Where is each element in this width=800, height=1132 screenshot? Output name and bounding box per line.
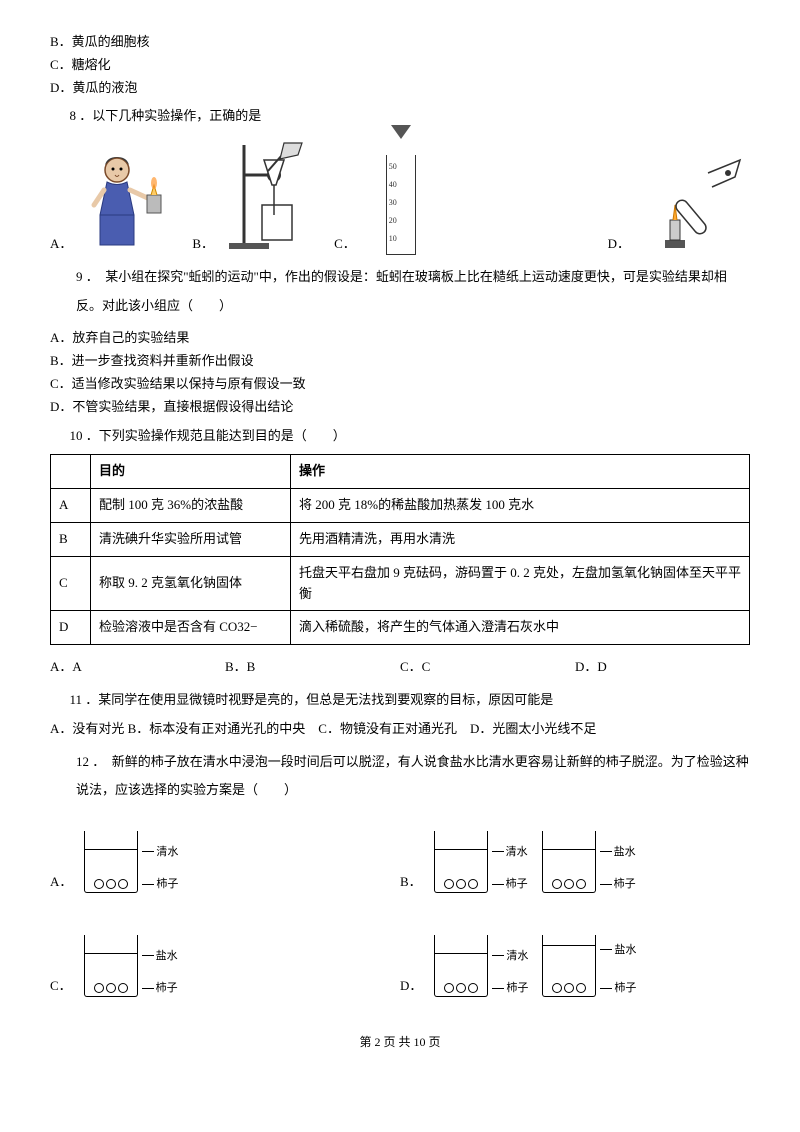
q10-choice-a: A．A (50, 657, 225, 678)
th-purpose: 目的 (91, 455, 291, 489)
q8-stem: 8 ．以下几种实验操作，正确的是 (70, 106, 751, 127)
q12-label-b: B． (400, 872, 422, 893)
label-qingshui: 清水 (506, 949, 528, 963)
tick-40: 40 (389, 179, 397, 192)
th-op: 操作 (291, 455, 750, 489)
label-shizi: 柿子 (614, 877, 636, 891)
cell-key: A (51, 489, 91, 523)
q9-opt-c: C．适当修改实验结果以保持与原有假设一致 (50, 374, 750, 395)
table-row: A 配制 100 克 36%的浓盐酸 将 200 克 18%的稀盐酸加热蒸发 1… (51, 489, 750, 523)
q10-choice-d: D．D (575, 657, 750, 678)
cell-op: 托盘天平右盘加 9 克砝码，游码置于 0. 2 克处，左盘加氢氧化钠固体至天平平… (291, 556, 750, 611)
label-yanshui: 盐水 (614, 845, 636, 859)
q12-label-d: D． (400, 976, 422, 997)
funnel-icon (391, 125, 411, 139)
table-row: C 称取 9. 2 克氢氧化钠固体 托盘天平右盘加 9 克砝码，游码置于 0. … (51, 556, 750, 611)
beaker-icon: 清水 柿子 (430, 823, 492, 893)
q9-opt-d: D．不管实验结果，直接根据假设得出结论 (50, 397, 750, 418)
cell-op: 滴入稀硫酸，将产生的气体通入澄清石灰水中 (291, 611, 750, 645)
table-row: D 检验溶液中是否含有 CO32− 滴入稀硫酸，将产生的气体通入澄清石灰水中 (51, 611, 750, 645)
q8-label-c: C． (334, 234, 356, 255)
q12-label-a: A． (50, 872, 72, 893)
q8-opt-b-slot: B． (192, 234, 214, 255)
tick-10: 10 (389, 233, 397, 246)
th-key (51, 455, 91, 489)
q12-opt-c: C． 盐水 柿子 (50, 927, 400, 997)
beaker-icon: 清水 柿子 (430, 927, 492, 997)
tick-20: 20 (389, 215, 397, 228)
beaker-icon: 盐水 柿子 (538, 927, 600, 997)
q12-opt-a: A． 清水 柿子 (50, 823, 400, 893)
q8-opt-a-slot: A． (50, 234, 72, 255)
cylinder-body: 50 40 30 20 10 (386, 155, 416, 255)
cell-key: C (51, 556, 91, 611)
q10-choice-b: B．B (225, 657, 400, 678)
q12-label-c: C． (50, 976, 72, 997)
q8-opt-c-slot: C． (334, 234, 356, 255)
label-qingshui: 清水 (156, 845, 178, 859)
label-yanshui: 盐水 (614, 943, 636, 957)
tick-30: 30 (389, 197, 397, 210)
beaker-icon: 盐水 柿子 (80, 927, 142, 997)
q8-figure-d (640, 155, 750, 255)
label-shizi: 柿子 (156, 877, 178, 891)
cell-purpose: 称取 9. 2 克氢氧化钠固体 (91, 556, 291, 611)
q11-stem: 11 ．某同学在使用显微镜时视野是亮的，但总是无法找到要观察的目标，原因可能是 (70, 690, 751, 711)
tick-50: 50 (389, 161, 397, 174)
q9-opt-b: B．进一步查找资料并重新作出假设 (50, 351, 750, 372)
cell-key: D (51, 611, 91, 645)
q8-label-a: A． (50, 234, 72, 255)
cell-purpose: 清洗碘升华实验所用试管 (91, 522, 291, 556)
q12-stem: 12 ． 新鲜的柿子放在清水中浸泡一段时间后可以脱涩，有人说食盐水比清水更容易让… (76, 748, 750, 805)
q8-label-b: B． (192, 234, 214, 255)
cell-op: 先用酒精清洗，再用水清洗 (291, 522, 750, 556)
label-shizi: 柿子 (506, 877, 528, 891)
table-header-row: 目的 操作 (51, 455, 750, 489)
page-footer: 第 2 页 共 10 页 (50, 1033, 750, 1052)
q8-figure-a (82, 145, 182, 255)
cell-op: 将 200 克 18%的稀盐酸加热蒸发 100 克水 (291, 489, 750, 523)
q8-figure-b (224, 135, 324, 255)
beaker-icon: 清水 柿子 (80, 823, 142, 893)
q8-opt-d-slot: D． (608, 234, 630, 255)
q10-table: 目的 操作 A 配制 100 克 36%的浓盐酸 将 200 克 18%的稀盐酸… (50, 454, 750, 645)
cell-purpose: 配制 100 克 36%的浓盐酸 (91, 489, 291, 523)
q10-choices: A．A B．B C．C D．D (50, 657, 750, 678)
q9-opt-a: A．放弃自己的实验结果 (50, 328, 750, 349)
q12-opt-d: D． 清水 柿子 盐水 柿子 (400, 927, 750, 997)
label-yanshui: 盐水 (156, 949, 178, 963)
label-shizi: 柿子 (506, 981, 528, 995)
q7-opt-b: B．黄瓜的细胞核 (50, 32, 750, 53)
q7-opt-d: D．黄瓜的液泡 (50, 78, 750, 99)
label-shizi: 柿子 (156, 981, 178, 995)
q7-opt-c: C．糖熔化 (50, 55, 750, 76)
beaker-icon: 盐水 柿子 (538, 823, 600, 893)
q8-label-d: D． (608, 234, 630, 255)
q9-stem: 9 ． 某小组在探究"蚯蚓的运动"中，作出的假设是：蚯蚓在玻璃板上比在糙纸上运动… (76, 263, 750, 320)
q8-figure-c: 50 40 30 20 10 (366, 135, 436, 255)
cell-key: B (51, 522, 91, 556)
label-shizi: 柿子 (614, 981, 636, 995)
q10-stem: 10 ．下列实验操作规范且能达到目的是（ ） (70, 426, 751, 447)
q11-opts: A．没有对光 B．标本没有正对通光孔的中央 C．物镜没有正对通光孔 D．光圈太小… (50, 719, 750, 740)
cell-purpose: 检验溶液中是否含有 CO32− (91, 611, 291, 645)
q12-opt-b: B． 清水 柿子 盐水 柿子 (400, 823, 750, 893)
label-qingshui: 清水 (506, 845, 528, 859)
q8-images-row: A． B． C． 50 40 30 20 (50, 135, 750, 255)
table-row: B 清洗碘升华实验所用试管 先用酒精清洗，再用水清洗 (51, 522, 750, 556)
q10-choice-c: C．C (400, 657, 575, 678)
